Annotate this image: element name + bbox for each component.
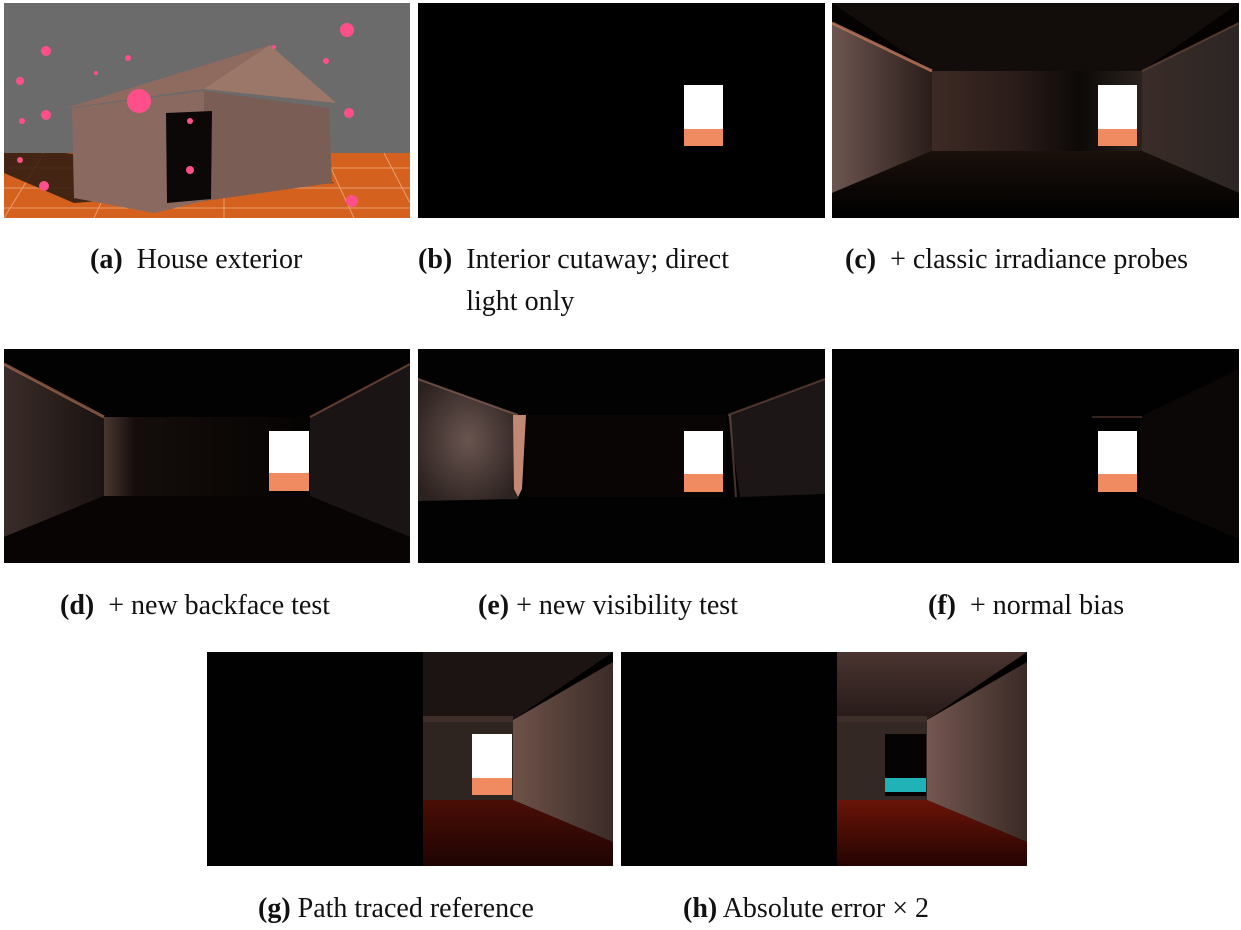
panel-a-image — [4, 3, 410, 218]
caption-d-text: + new backface test — [108, 590, 331, 621]
caption-h-text: Absolute error × 2 — [722, 893, 929, 924]
caption-f: (f) + normal bias — [928, 585, 1228, 627]
caption-g: (g) Path traced reference — [258, 888, 618, 930]
panel-f-image — [832, 349, 1239, 563]
panel-d-image — [4, 349, 410, 563]
caption-e-label: (e) — [478, 590, 510, 621]
panel-c-image — [832, 3, 1239, 218]
caption-g-label: (g) — [258, 893, 291, 924]
panel-b-image — [418, 3, 825, 218]
caption-d-label: (d) — [60, 590, 95, 621]
caption-f-text: + normal bias — [969, 590, 1125, 621]
caption-h-label: (h) — [683, 893, 718, 924]
caption-a-text: House exterior — [136, 244, 303, 275]
caption-a-label: (a) — [90, 244, 123, 275]
caption-b: (b) Interior cutaway; direct light only — [418, 239, 825, 323]
caption-b-text: Interior cutaway; direct light only — [466, 244, 729, 317]
caption-f-label: (f) — [928, 590, 956, 621]
caption-d: (d) + new backface test — [60, 585, 410, 627]
panel-g-image — [207, 652, 613, 866]
caption-b-label: (b) — [418, 244, 453, 275]
caption-e-text: + new visibility test — [516, 590, 738, 621]
caption-c-label: (c) — [845, 244, 877, 275]
caption-a: (a) House exterior — [90, 239, 410, 281]
caption-e: (e) + new visibility test — [478, 585, 825, 627]
caption-h: (h) Absolute error × 2 — [683, 888, 1023, 930]
panel-e-image — [418, 349, 825, 563]
caption-g-text: Path traced reference — [297, 893, 534, 924]
panel-h-image — [621, 652, 1027, 866]
caption-c-text: + classic irradiance probes — [890, 244, 1189, 275]
caption-c: (c) + classic irradiance probes — [845, 239, 1241, 281]
